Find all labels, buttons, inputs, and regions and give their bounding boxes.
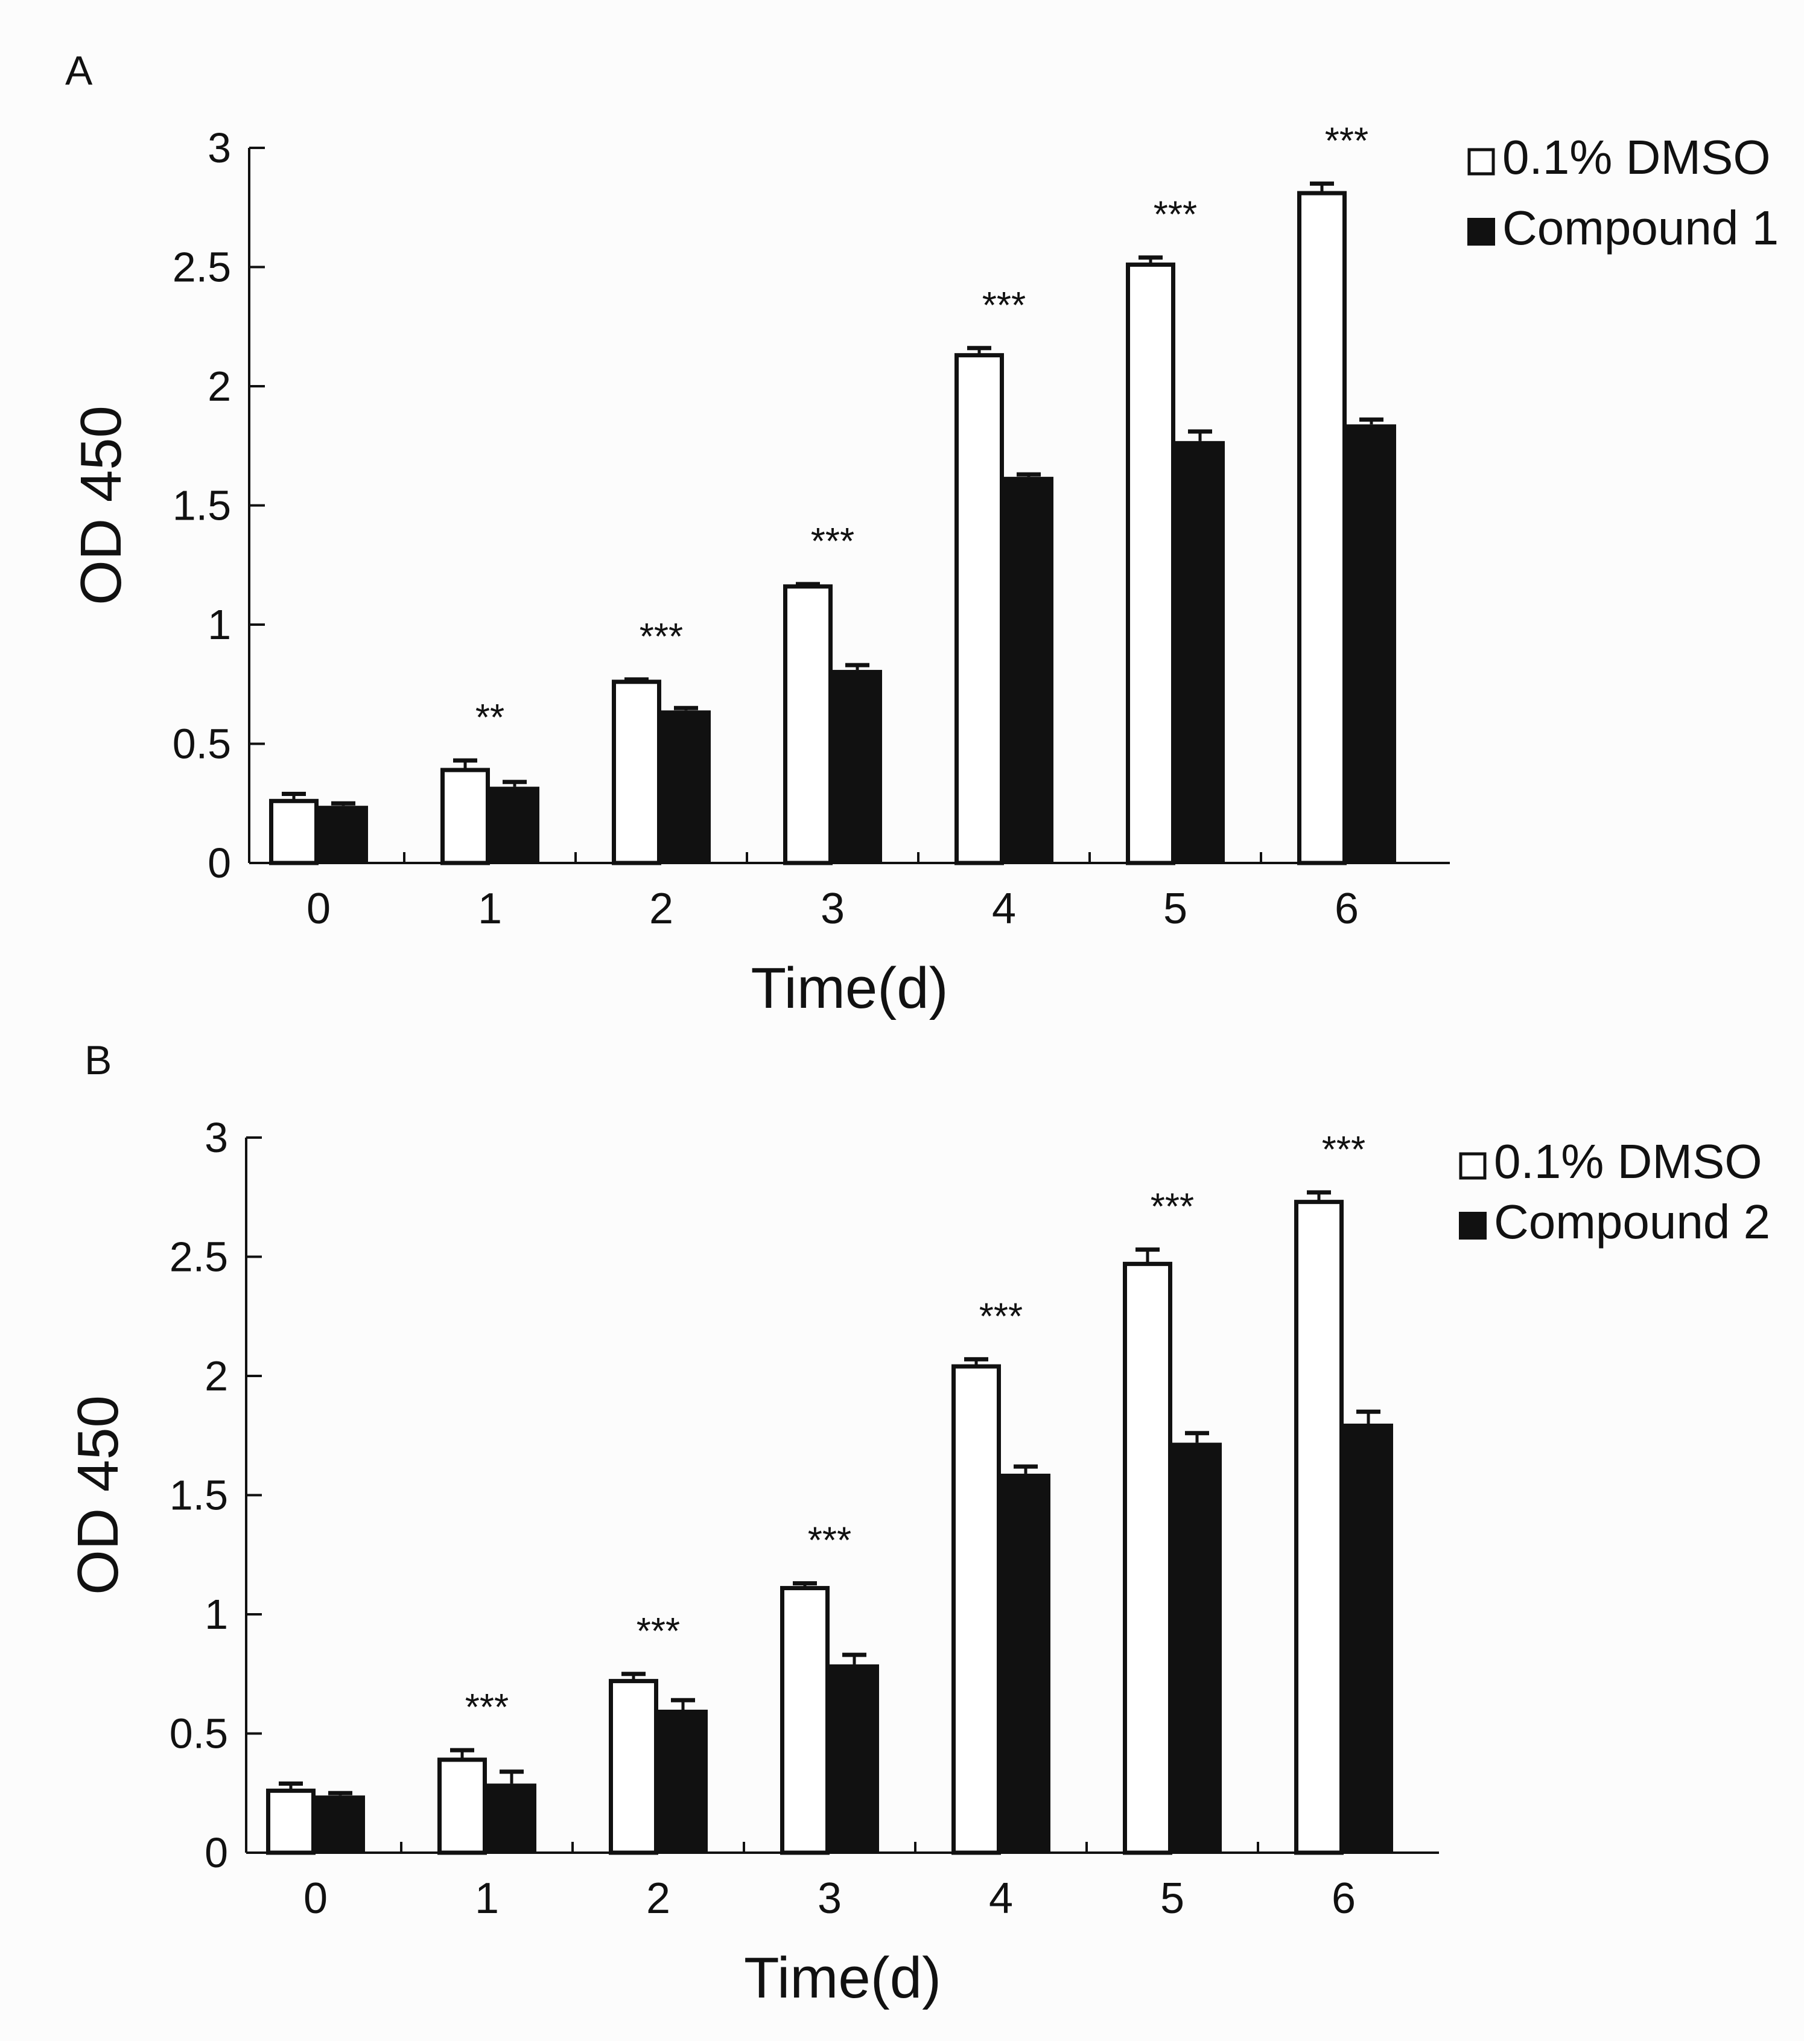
- panel-a-bar-compound: [661, 710, 711, 863]
- panel-a-y-tick-label: 0.5: [173, 721, 231, 768]
- panel-a-significance: ***: [1325, 120, 1368, 162]
- panel-b-x-tick-label: 5: [1160, 1874, 1184, 1923]
- panel-a-x-tick-label: 3: [821, 885, 845, 933]
- panel-a-y-tick-label: 2.5: [173, 244, 231, 291]
- panel-a-bar-compound: [1004, 477, 1053, 863]
- panel-a-significance: **: [475, 697, 504, 739]
- panel-a-y-tick-label: 1.5: [173, 482, 231, 529]
- panel-a-legend-label: 0.1% DMSO: [1502, 130, 1771, 184]
- panel-a-x-tick-label: 1: [478, 885, 502, 933]
- panel-a-bar-dmso: [1126, 263, 1175, 865]
- panel-b-y-tick-label: 1.5: [170, 1472, 228, 1519]
- panel-a-legend-label: Compound 1: [1502, 201, 1779, 255]
- panel-a-y-tick-label: 2: [208, 363, 231, 410]
- panel-b-y-tick-label: 2: [205, 1352, 228, 1399]
- panel-a-x-tick-label: 2: [649, 885, 673, 933]
- panel-b-x-tick-label: 6: [1332, 1874, 1356, 1923]
- panel-a-x-tick-label: 4: [992, 885, 1016, 933]
- panel-b-label: B: [84, 1037, 112, 1083]
- panel-b-bar-compound: [1344, 1424, 1393, 1853]
- panel-b-legend-swatch-compound: [1459, 1212, 1487, 1240]
- panel-b-bar-compound: [1172, 1442, 1222, 1853]
- panel-a-x-tick-label: 6: [1335, 885, 1359, 933]
- panel-b-x-tick-label: 4: [989, 1874, 1013, 1923]
- panel-a-y-tick-label: 0: [208, 839, 231, 887]
- panel-b-bar-compound: [487, 1783, 536, 1853]
- panel-a-bar-compound: [319, 806, 368, 863]
- panel-a-significance: ***: [982, 285, 1026, 326]
- panel-a-significance: ***: [811, 521, 854, 562]
- panel-b-y-tick-label: 1: [205, 1591, 228, 1638]
- panel-b-x-tick-label: 0: [303, 1874, 328, 1923]
- panel-b-legend-label: Compound 2: [1494, 1195, 1770, 1249]
- panel-b-bar-compound: [1001, 1473, 1050, 1853]
- panel-a-legend-swatch-dmso: [1467, 148, 1495, 176]
- panel-b-significance: ***: [808, 1520, 851, 1562]
- panel-a-bar-compound: [1347, 424, 1396, 863]
- panel-b-bar-dmso: [437, 1757, 487, 1855]
- panel-b-bar-dmso: [780, 1586, 830, 1855]
- panel-a-legend-swatch-compound: [1467, 218, 1495, 246]
- panel-a-significance: ***: [640, 616, 683, 658]
- panel-a-label: A: [65, 48, 93, 94]
- panel-b-bar-dmso: [1123, 1261, 1172, 1855]
- panel-a-y-axis-title: OD 450: [69, 406, 133, 605]
- panel-b-y-tick-label: 3: [205, 1114, 228, 1161]
- panel-b-significance: ***: [1151, 1186, 1194, 1228]
- panel-a-bar-dmso: [1297, 191, 1347, 865]
- panel-a-y-tick-label: 1: [208, 601, 231, 648]
- panel-a-bar-dmso: [783, 584, 833, 865]
- panel-a-bar-dmso: [612, 680, 661, 865]
- panel-b-x-axis-title: Time(d): [744, 1946, 941, 2010]
- panel-a-x-axis-title: Time(d): [751, 956, 948, 1020]
- panel-b-bar-dmso: [266, 1788, 316, 1855]
- panel-b-significance: ***: [1322, 1129, 1365, 1171]
- panel-a-bar-compound: [833, 670, 882, 863]
- panel-b-y-axis-title: OD 450: [66, 1395, 130, 1595]
- panel-b-x-tick-label: 1: [475, 1874, 499, 1923]
- panel-b-x-tick-label: 2: [646, 1874, 670, 1923]
- panel-b-y-tick-label: 2.5: [170, 1234, 228, 1281]
- panel-a-bar-dmso: [954, 353, 1004, 865]
- panel-a-x-tick-label: 0: [306, 885, 331, 933]
- panel-a-bar-dmso: [440, 768, 490, 865]
- panel-b-bar-dmso: [609, 1679, 658, 1855]
- panel-a-y-tick-label: 3: [208, 124, 231, 171]
- panel-b-legend-label: 0.1% DMSO: [1494, 1135, 1762, 1188]
- panel-b-y-tick-label: 0: [205, 1829, 228, 1876]
- panel-a-x-tick-label: 5: [1163, 885, 1187, 933]
- panel-b-y-tick-label: 0.5: [170, 1710, 228, 1757]
- panel-a-bar-compound: [1175, 441, 1225, 863]
- panel-b-significance: ***: [979, 1296, 1023, 1337]
- panel-b-x-tick-label: 3: [818, 1874, 842, 1923]
- panel-b-bar-dmso: [1294, 1200, 1344, 1855]
- panel-b-bar-compound: [658, 1710, 708, 1853]
- panel-a-bar-dmso: [269, 798, 319, 865]
- panel-b-bar-compound: [830, 1664, 879, 1853]
- panel-b-bar-compound: [316, 1795, 365, 1853]
- panel-b-significance: ***: [465, 1687, 509, 1728]
- panel-b-bar-dmso: [951, 1364, 1001, 1855]
- panel-b-significance: ***: [637, 1611, 680, 1652]
- panel-a-bar-compound: [490, 786, 539, 863]
- panel-a-significance: ***: [1154, 194, 1197, 236]
- panel-b-legend-swatch-dmso: [1459, 1152, 1487, 1180]
